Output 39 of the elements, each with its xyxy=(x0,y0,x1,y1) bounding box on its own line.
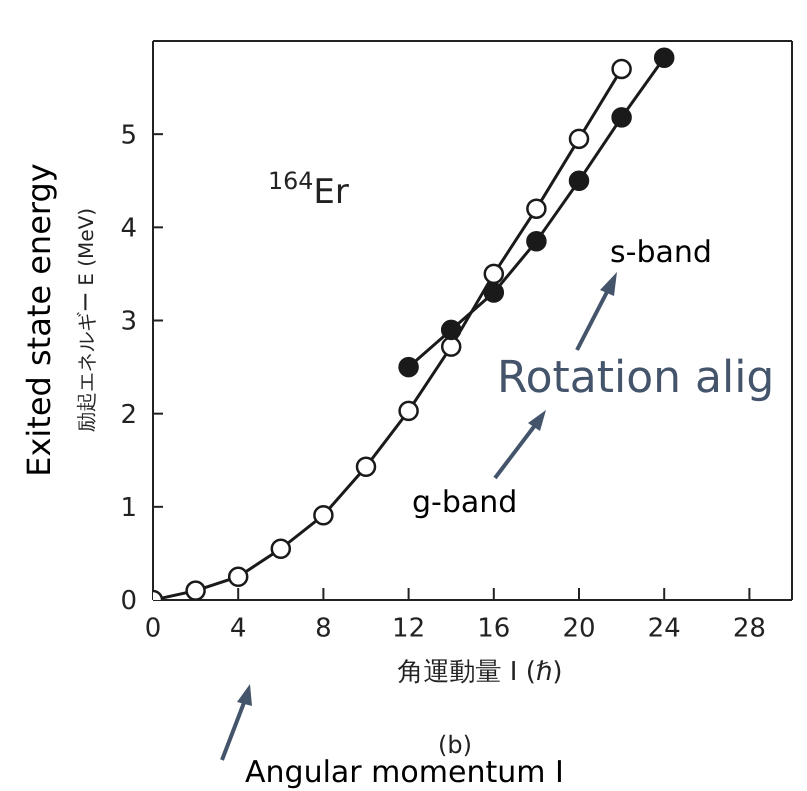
y-tick-label: 5 xyxy=(120,120,137,150)
series-label: s-band xyxy=(610,235,712,270)
point xyxy=(484,264,504,284)
x-tick-label: 28 xyxy=(732,613,766,644)
x-tick-label: 8 xyxy=(315,613,332,644)
y-tick-label: 0 xyxy=(120,586,137,616)
point xyxy=(398,400,419,422)
point xyxy=(568,128,590,150)
x-tick-label: 24 xyxy=(648,613,681,644)
x-axis-title: 角運動量 I (ℏ) xyxy=(398,657,562,687)
point xyxy=(440,320,462,340)
y-tick-label: 2 xyxy=(120,400,137,430)
text: Exited state energy xyxy=(20,163,58,477)
annotation: $^{164}$Er xyxy=(268,167,349,212)
point xyxy=(228,566,248,587)
series-label: g-band xyxy=(412,485,518,520)
point xyxy=(185,580,206,600)
x-tick-label: 20 xyxy=(562,613,596,644)
point xyxy=(398,356,419,378)
y-axis-title: 励起エネルギー E (MeV) xyxy=(74,208,98,432)
point xyxy=(611,58,632,80)
point xyxy=(270,538,292,560)
y-tick-label: 1 xyxy=(120,493,137,524)
y-tick-label: 4 xyxy=(120,214,137,244)
y-tick-label: 3 xyxy=(120,306,137,337)
annotation: Rotation alig xyxy=(497,352,774,403)
point xyxy=(526,198,547,219)
point xyxy=(313,504,334,526)
point xyxy=(654,48,674,68)
point xyxy=(484,282,504,303)
x-tick-label: 12 xyxy=(392,613,426,644)
point xyxy=(611,107,632,128)
x-tick-label: 4 xyxy=(230,613,246,644)
x-tick-label: 0 xyxy=(144,613,162,644)
point xyxy=(356,456,376,478)
point xyxy=(568,170,590,191)
x-tick-label: 16 xyxy=(477,613,510,644)
point xyxy=(440,336,462,357)
point xyxy=(526,231,547,252)
